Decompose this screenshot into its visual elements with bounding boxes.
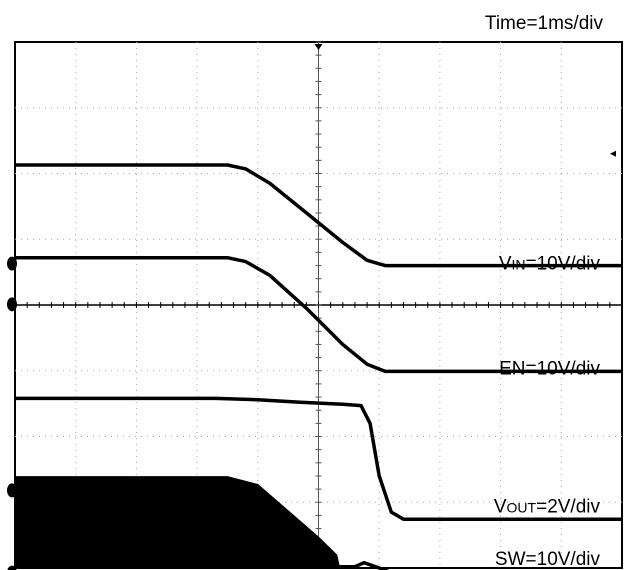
trace-labels: VIN=10V/div EN=10V/div VOUT=2V/div SW=10V/d…: [494, 253, 601, 570]
trace-en: [15, 255, 622, 374]
trace-label-vout: VOUT=2V/div: [494, 497, 601, 518]
trace-label-vin: VIN=10V/div: [499, 253, 601, 274]
time-scale-label: Time=1ms/div: [485, 13, 604, 34]
traces: [15, 163, 622, 570]
trace-sw-switching-fill: [14, 476, 341, 569]
trace-vout: [15, 396, 622, 522]
trigger-level-marker: [610, 150, 616, 157]
ground-marker-en: [7, 297, 17, 312]
ground-markers: [7, 256, 17, 570]
trace-label-sw: SW=10V/div: [495, 549, 601, 570]
trace-label-en: EN=10V/div: [499, 358, 600, 379]
trace-fills: [14, 476, 341, 569]
ground-marker-vout: [7, 483, 17, 498]
ground-marker-sw: [7, 565, 17, 570]
trigger-position-marker: [314, 44, 323, 50]
trace-sw: [339, 560, 390, 570]
ground-marker-vin: [7, 256, 17, 271]
trace-vin: [15, 163, 622, 268]
